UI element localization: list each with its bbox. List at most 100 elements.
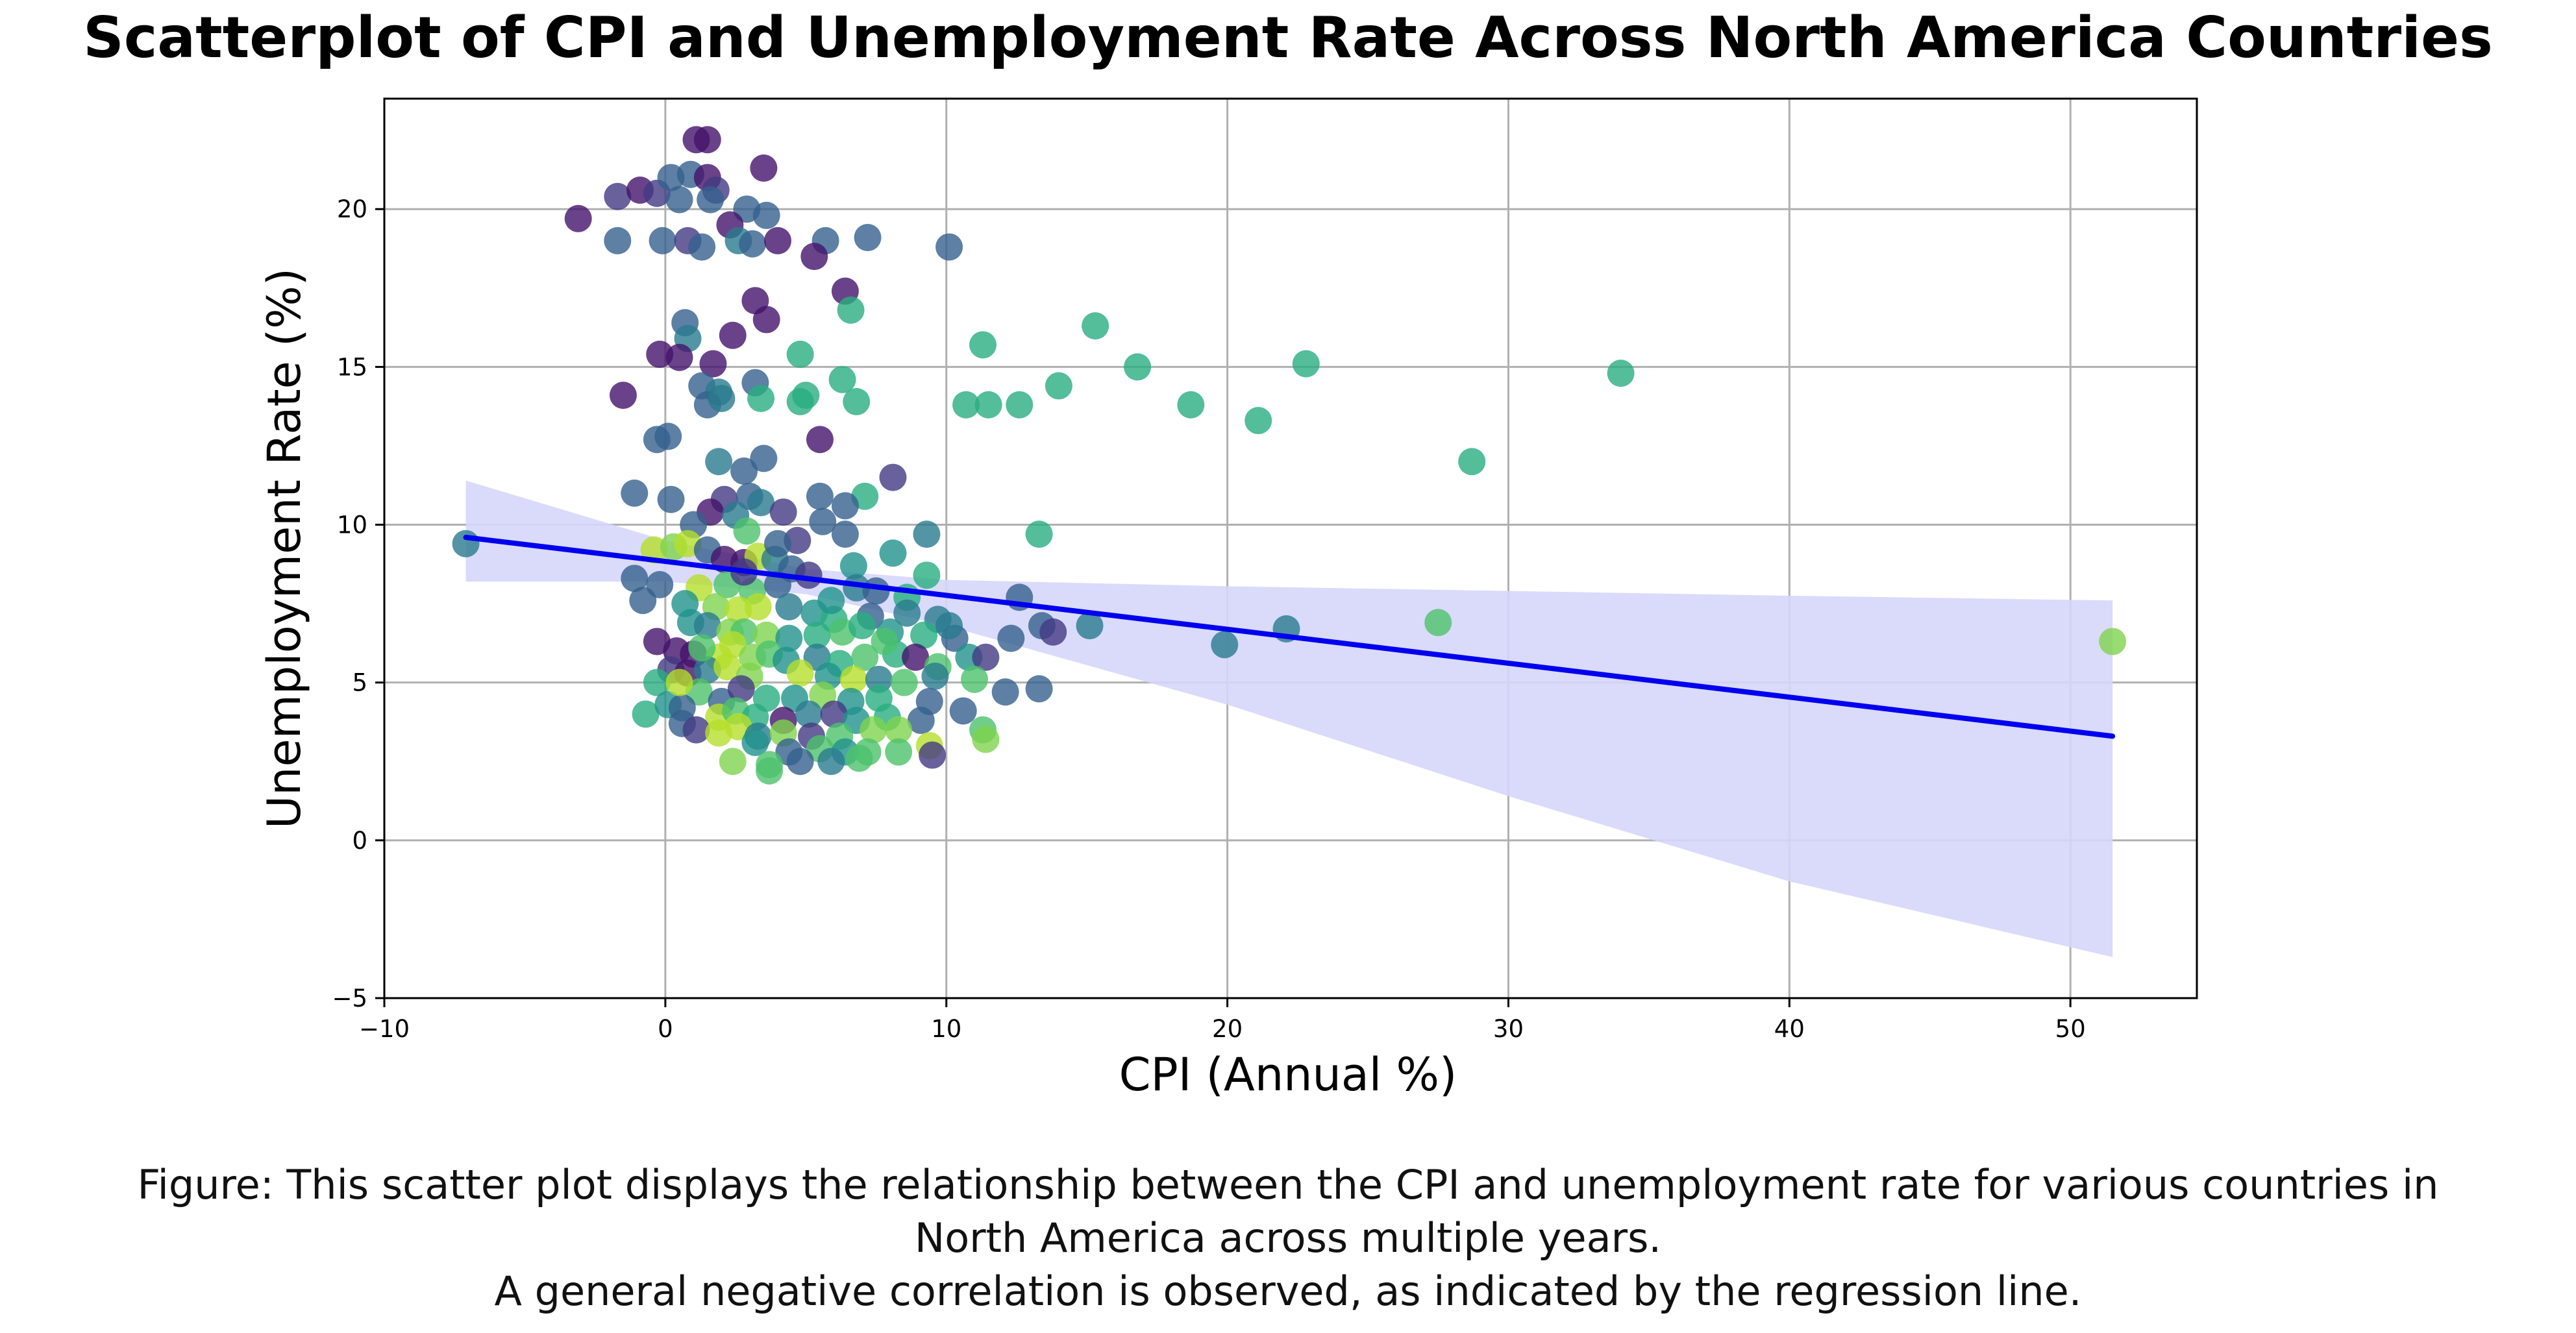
data-point-216 <box>817 748 845 776</box>
data-point-206 <box>741 729 769 757</box>
data-point-38 <box>969 331 997 359</box>
data-point-109 <box>629 587 657 615</box>
chart-title: Scatterplot of CPI and Unemployment Rate… <box>83 5 2493 71</box>
data-point-139 <box>2099 628 2127 655</box>
data-point-29 <box>837 296 865 324</box>
caption-line-3: A general negative correlation is observ… <box>494 1267 2082 1315</box>
data-point-179 <box>991 678 1019 706</box>
data-point-164 <box>839 665 867 693</box>
caption-line-1: Figure: This scatter plot displays the r… <box>137 1161 2439 1208</box>
data-point-129 <box>848 612 876 640</box>
data-point-65 <box>1458 448 1486 476</box>
data-point-0 <box>564 204 592 232</box>
data-point-113 <box>744 593 772 620</box>
x-tick-label-6: 50 <box>2055 1015 2086 1043</box>
data-point-122 <box>693 612 721 640</box>
data-point-36 <box>699 350 727 378</box>
data-point-126 <box>775 624 803 652</box>
data-point-39 <box>1082 312 1109 340</box>
x-tick-label-3: 20 <box>1212 1015 1243 1043</box>
data-point-66 <box>730 457 758 485</box>
y-tick-label-4: 15 <box>337 353 367 381</box>
data-point-53 <box>952 391 980 419</box>
data-point-138 <box>1424 609 1452 637</box>
x-axis-ticks: −10 0 10 20 30 40 50 <box>359 998 2086 1043</box>
data-point-127 <box>803 621 831 649</box>
data-point-37 <box>786 340 814 368</box>
data-point-48 <box>708 385 736 412</box>
data-point-213 <box>719 748 747 776</box>
data-point-68 <box>621 479 649 507</box>
data-point-220 <box>688 634 716 662</box>
data-point-189 <box>820 700 848 728</box>
data-point-221 <box>665 668 693 696</box>
data-point-54 <box>974 391 1002 419</box>
y-axis-ticks: −5 0 5 10 15 20 <box>332 195 384 1012</box>
data-point-77 <box>769 498 797 526</box>
data-point-152 <box>902 643 930 671</box>
regression-line <box>463 534 2116 739</box>
data-point-84 <box>913 520 941 548</box>
y-axis-label: Unemployment Rate (%) <box>258 268 311 829</box>
data-point-51 <box>786 387 814 415</box>
data-point-162 <box>786 659 814 687</box>
data-point-78 <box>831 492 859 520</box>
data-point-56 <box>1045 372 1072 400</box>
data-point-42 <box>1607 360 1635 387</box>
data-point-25 <box>800 243 828 271</box>
data-point-156 <box>997 624 1025 652</box>
data-point-192 <box>907 707 935 735</box>
data-point-69 <box>657 485 685 513</box>
data-point-58 <box>1245 407 1272 435</box>
data-point-9 <box>750 154 778 182</box>
x-tick-label-4: 30 <box>1493 1015 1524 1043</box>
data-point-57 <box>1177 391 1205 419</box>
plot-frame <box>383 97 2198 999</box>
data-point-64 <box>750 445 778 472</box>
data-point-215 <box>786 748 814 776</box>
data-point-205 <box>972 726 1000 753</box>
data-point-168 <box>961 665 989 693</box>
x-tick-label-2: 10 <box>931 1015 961 1043</box>
data-point-188 <box>795 700 823 728</box>
data-point-107 <box>862 577 890 605</box>
data-point-85 <box>1025 520 1053 548</box>
data-point-219 <box>756 757 784 785</box>
data-point-46 <box>828 365 856 393</box>
data-point-11 <box>665 186 693 214</box>
data-point-167 <box>921 662 949 690</box>
data-point-55 <box>1006 391 1034 419</box>
data-point-14 <box>752 201 780 229</box>
data-point-52 <box>843 387 871 415</box>
data-point-196 <box>682 716 710 744</box>
y-tick-label-5: 20 <box>337 195 367 223</box>
y-tick-label-1: 0 <box>352 827 367 855</box>
data-point-165 <box>865 665 893 693</box>
data-point-155 <box>972 643 1000 671</box>
data-point-99 <box>913 561 941 589</box>
data-point-67 <box>879 463 907 491</box>
x-tick-label-1: 0 <box>658 1015 673 1043</box>
data-point-226 <box>935 612 963 640</box>
data-point-204 <box>885 716 913 744</box>
data-point-83 <box>831 520 859 548</box>
figure-caption: Figure: This scatter plot displays the r… <box>0 1158 2576 1318</box>
data-point-20 <box>739 230 767 258</box>
data-point-136 <box>1211 631 1239 659</box>
data-point-72 <box>747 489 775 517</box>
data-point-61 <box>654 422 682 450</box>
data-point-98 <box>839 552 867 580</box>
caption-line-2: North America across multiple years. <box>914 1214 1662 1262</box>
data-point-16 <box>604 226 632 254</box>
data-point-30 <box>752 306 780 334</box>
data-point-135 <box>1076 612 1104 640</box>
data-point-40 <box>1124 353 1152 381</box>
data-point-26 <box>935 233 963 261</box>
data-point-193 <box>949 697 977 725</box>
data-point-49 <box>747 385 775 412</box>
data-point-81 <box>733 517 761 545</box>
data-point-41 <box>1292 350 1320 378</box>
scatter-points <box>452 126 2127 785</box>
data-point-12 <box>697 186 724 214</box>
